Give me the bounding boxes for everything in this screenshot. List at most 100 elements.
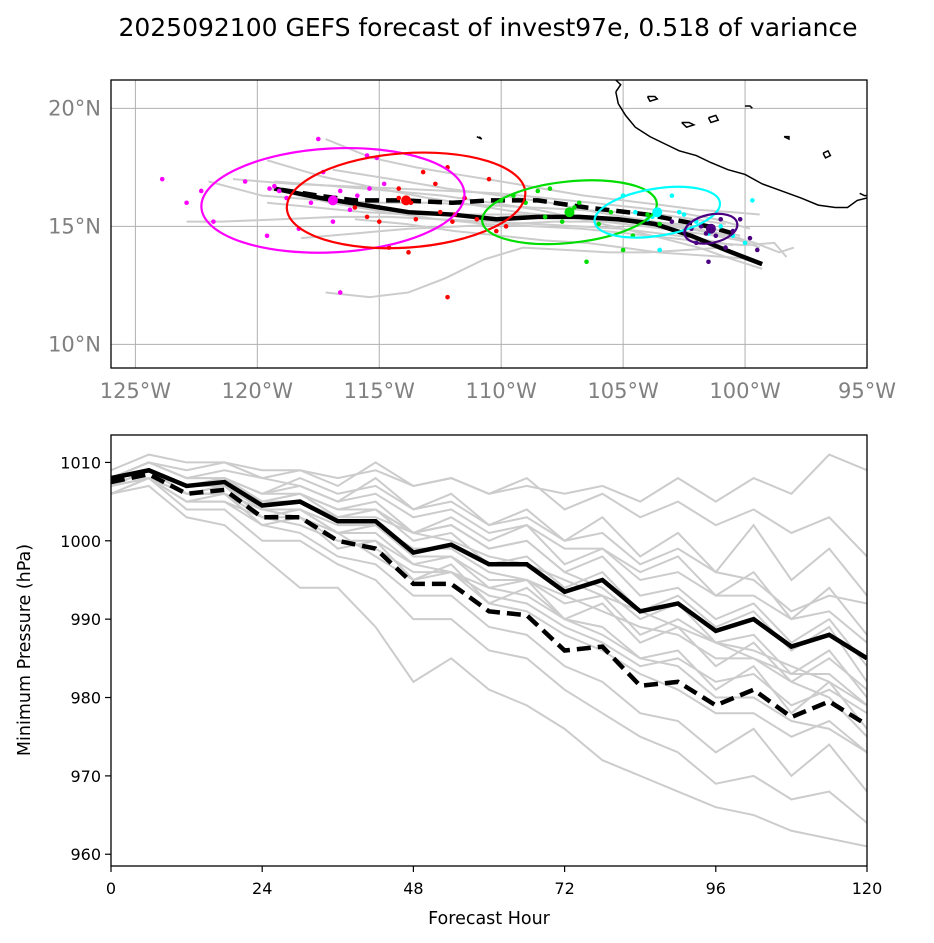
mean-pressure-solid [111, 467, 867, 661]
x-tick-label: 48 [403, 879, 423, 898]
member-position-dot [315, 136, 321, 142]
member-position-dot [420, 169, 426, 175]
coastline-segment [783, 135, 790, 141]
member-position-dot [713, 233, 719, 239]
coastline-segment [859, 192, 867, 197]
x-axis-label: Forecast Hour [428, 909, 551, 929]
member-position-dot [669, 219, 675, 224]
member-position-dot [364, 214, 370, 220]
member-position-dot [355, 193, 360, 198]
coastline-segment [707, 114, 720, 124]
coastline-segment [681, 121, 696, 129]
ellipse-center-dot [564, 207, 575, 218]
member-position-dot [437, 209, 443, 215]
member-position-dot [413, 216, 419, 222]
member-position-dot [747, 235, 753, 241]
coastline-segment [615, 80, 622, 93]
member-position-dot [542, 214, 548, 220]
member-position-dot [264, 233, 270, 239]
member-position-dot [198, 188, 204, 194]
member-position-dot [737, 216, 743, 222]
pressure-panel: 0 24 48 72 96 120 960 970 980 990 1000 1010 Foreca… [15, 434, 883, 929]
member-position-dot [718, 224, 723, 229]
member-position-dot [596, 221, 602, 227]
member-position-dot [494, 228, 499, 234]
member-position-dot [486, 176, 492, 182]
member-position-dot [276, 188, 282, 194]
coastline-segment [745, 105, 753, 109]
member-pressure-lines [111, 453, 867, 848]
member-position-dot [337, 188, 343, 194]
member-position-dot [474, 216, 480, 222]
map-x-tick-label: 95°W [838, 379, 896, 403]
member-track [269, 187, 788, 258]
member-position-dot [718, 216, 723, 222]
member-pressure-line [111, 469, 867, 707]
member-position-dot [535, 188, 541, 194]
y-tick-label: 990 [70, 610, 101, 629]
y-tick-label: 1010 [60, 453, 101, 472]
member-position-dot [433, 181, 438, 187]
member-position-dot [669, 193, 675, 198]
member-track [325, 246, 721, 299]
member-pressure-line [111, 461, 867, 613]
member-position-dot [376, 219, 382, 224]
spread-ellipses [200, 146, 739, 254]
member-position-dot [406, 250, 411, 255]
y-tick-label: 960 [70, 845, 101, 864]
member-position-dot [698, 224, 704, 229]
member-position-dot [450, 219, 455, 224]
x-tick-label: 24 [252, 879, 272, 898]
member-track [186, 215, 734, 247]
x-tick-label: 96 [706, 879, 726, 898]
mean-pressure-dashed [111, 471, 867, 727]
coastline-segment [615, 91, 867, 209]
map-y-tick-label: 15°N [48, 214, 101, 238]
member-position-dot [381, 181, 387, 187]
member-position-dot [503, 224, 509, 229]
member-pressure-line [111, 469, 867, 699]
map-x-tick-label: 105°W [587, 379, 659, 403]
member-position-dot [445, 294, 450, 300]
x-tick-label: 72 [554, 879, 574, 898]
spread-ellipse [285, 151, 527, 250]
x-tick-label: 120 [852, 879, 883, 898]
member-position-dot [645, 212, 650, 217]
coastline-segment [476, 135, 483, 140]
x-tick-label: 0 [106, 879, 116, 898]
y-tick-label: 980 [70, 689, 101, 708]
member-position-dot [723, 245, 728, 250]
member-position-dot [706, 259, 711, 265]
map-x-tick-label: 125°W [100, 379, 172, 403]
member-pressure-line [111, 484, 867, 848]
member-position-dot [703, 231, 709, 236]
map-x-tick-label: 100°W [709, 379, 781, 403]
member-position-dot [211, 219, 216, 224]
member-position-dot [308, 200, 314, 206]
mean-track-solid [273, 186, 763, 267]
y-axis-label: Minimum Pressure (hPa) [15, 544, 35, 756]
member-track [354, 218, 755, 261]
member-pressure-line [111, 461, 867, 644]
ellipse-center-dot [327, 195, 338, 206]
member-pressure-line [111, 453, 867, 503]
member-position-dot [608, 209, 614, 215]
member-pressure-line [111, 477, 867, 754]
mean-tracks [273, 186, 763, 267]
map-x-tick-label: 115°W [344, 379, 416, 403]
member-track [301, 220, 741, 240]
figure-title: 2025092100 GEFS forecast of invest97e, 0… [118, 13, 857, 42]
member-position-dot [367, 186, 372, 191]
ellipse-center-dot [401, 195, 412, 206]
member-track [332, 168, 795, 254]
member-position-dot [337, 290, 343, 295]
member-pressure-line [111, 477, 867, 824]
y-tick-label: 1000 [60, 532, 101, 551]
map-y-tick-labels: 10°N 15°N 20°N [48, 96, 101, 356]
member-positions [159, 136, 760, 300]
pressure-frame [110, 434, 868, 867]
member-position-dot [572, 205, 577, 210]
pressure-y-ticks: 960 970 980 990 1000 1010 [60, 453, 111, 864]
mean-track-dashed [274, 186, 734, 236]
member-position-dot [347, 207, 353, 213]
